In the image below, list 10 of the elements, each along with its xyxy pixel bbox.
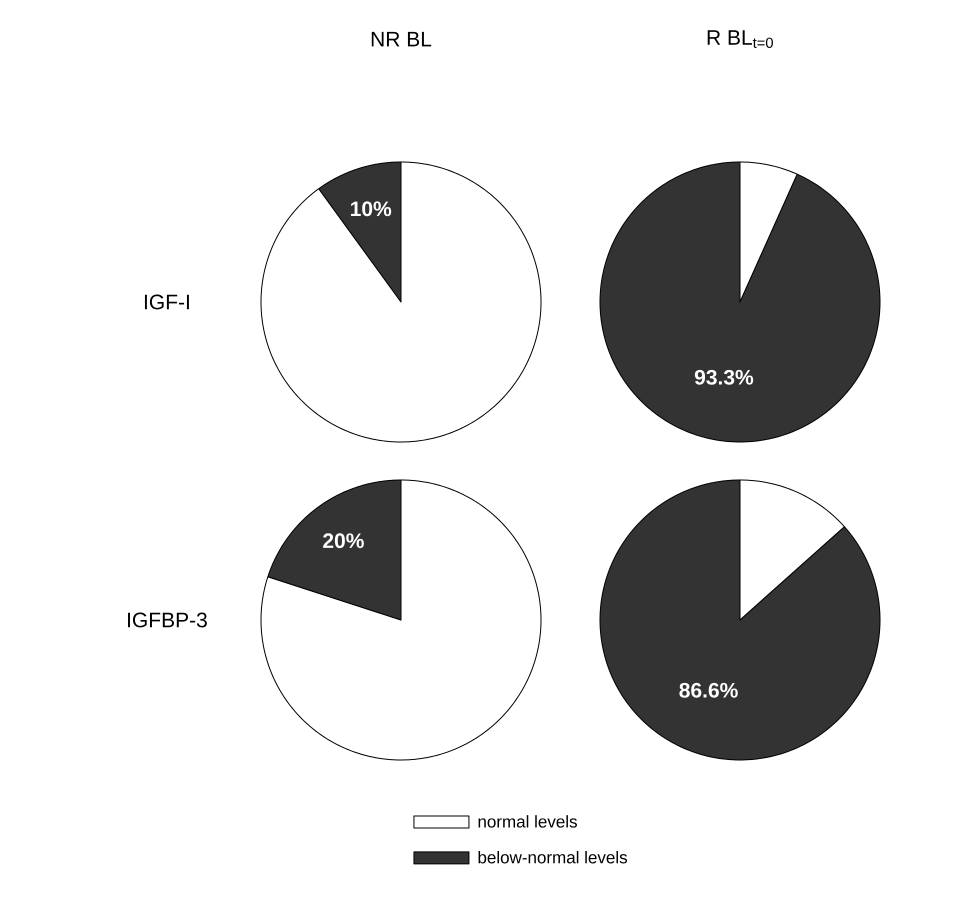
data-label: 86.6% bbox=[679, 682, 738, 698]
legend-label: normal levels bbox=[478, 815, 577, 828]
chart-title: NR BL bbox=[372, 32, 432, 46]
data-label: 93.3% bbox=[694, 370, 754, 385]
text: IGFBP-3 bbox=[128, 612, 207, 628]
legend-label: below-normal levels bbox=[478, 850, 628, 864]
data-label: 20% bbox=[323, 533, 364, 548]
chart-title: R BL$_{t=0}$ bbox=[708, 30, 773, 48]
text: IGF-I bbox=[144, 294, 189, 310]
data-label: 10% bbox=[351, 201, 392, 216]
